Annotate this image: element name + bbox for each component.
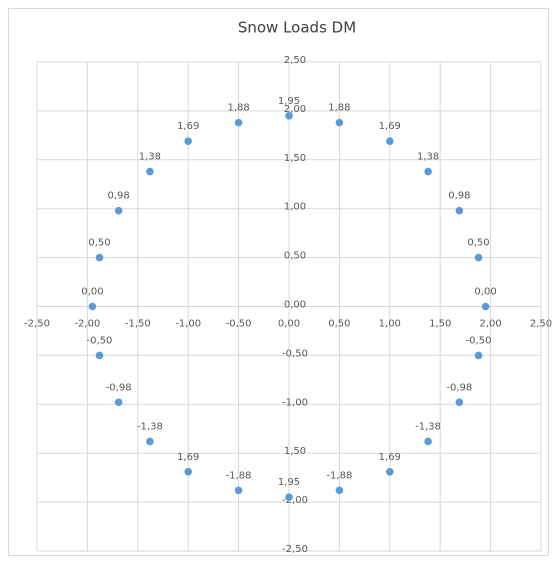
- data-label: 1,88: [227, 103, 249, 114]
- x-tick-label: 2,00: [479, 319, 501, 330]
- point: [455, 398, 464, 407]
- data-label: 1,69: [379, 121, 401, 132]
- data-label: 0,98: [108, 191, 130, 202]
- data-label: 1,38: [417, 152, 439, 163]
- point: [335, 118, 344, 127]
- x-tick-label: -2,50: [24, 319, 50, 330]
- chart-title: Snow Loads DM: [238, 19, 356, 37]
- data-label: 0,00: [81, 287, 103, 298]
- point: [285, 493, 293, 502]
- data-label: 1,88: [328, 103, 350, 114]
- point: [88, 302, 97, 311]
- point: [386, 137, 394, 146]
- data-label: 1,69: [379, 452, 401, 463]
- y-tick-label: 0,50: [284, 251, 306, 262]
- point: [146, 437, 154, 446]
- point: [474, 253, 483, 262]
- data-label: 1,95: [278, 96, 300, 107]
- point: [481, 302, 490, 311]
- point: [455, 206, 464, 215]
- point: [285, 111, 293, 120]
- point: [146, 167, 154, 176]
- y-tick-label: 2,00: [284, 104, 306, 115]
- x-tick-label: -2,00: [74, 319, 100, 330]
- y-tick-label: 1,50: [284, 153, 306, 164]
- data-label: -1,38: [415, 421, 441, 432]
- data-label: -0,50: [87, 335, 113, 346]
- x-tick-label: -1,50: [125, 319, 151, 330]
- data-label: -0,98: [106, 382, 132, 393]
- point: [114, 206, 123, 215]
- point: [234, 118, 243, 127]
- y-tick-label: -2,50: [282, 544, 308, 555]
- y-tick-label: 0,00: [284, 300, 306, 311]
- y-tick-label: 1,00: [284, 202, 306, 213]
- y-tick-label: -2,00: [282, 495, 308, 506]
- data-label: 1,69: [177, 121, 199, 132]
- point: [95, 253, 104, 262]
- data-label: 0,50: [467, 238, 489, 249]
- data-label: 1,69: [177, 452, 199, 463]
- data-label: 1,38: [139, 152, 161, 163]
- y-tick-label: 1,50: [284, 446, 306, 457]
- data-label: 0,50: [88, 238, 110, 249]
- data-label: -0,98: [446, 382, 472, 393]
- point: [424, 437, 432, 446]
- point: [424, 167, 432, 176]
- data-label: -1,88: [326, 470, 352, 481]
- y-tick-label: -0,50: [282, 348, 308, 359]
- y-tick-label: -1,00: [282, 397, 308, 408]
- chart-frame: [8, 8, 549, 556]
- x-tick-label: -1,00: [175, 319, 201, 330]
- x-tick-label: 1,00: [379, 319, 401, 330]
- y-tick-label: 2,50: [284, 55, 306, 66]
- x-tick-label: 0,50: [328, 319, 350, 330]
- x-tick-label: 0,00: [278, 319, 300, 330]
- data-label: 0,00: [474, 287, 496, 298]
- point: [184, 137, 192, 146]
- x-tick-label: -0,50: [226, 319, 252, 330]
- data-label: 0,98: [448, 191, 470, 202]
- point: [234, 486, 243, 495]
- point: [335, 486, 344, 495]
- data-label: -1,38: [137, 421, 163, 432]
- point: [114, 398, 123, 407]
- point: [474, 351, 483, 360]
- data-label: -1,88: [226, 470, 252, 481]
- x-tick-label: 1,50: [429, 319, 451, 330]
- data-label: -0,50: [466, 335, 492, 346]
- point: [184, 467, 192, 476]
- x-tick-label: 2,50: [530, 319, 552, 330]
- data-label: 1,95: [278, 477, 300, 488]
- point: [95, 351, 104, 360]
- point: [386, 467, 394, 476]
